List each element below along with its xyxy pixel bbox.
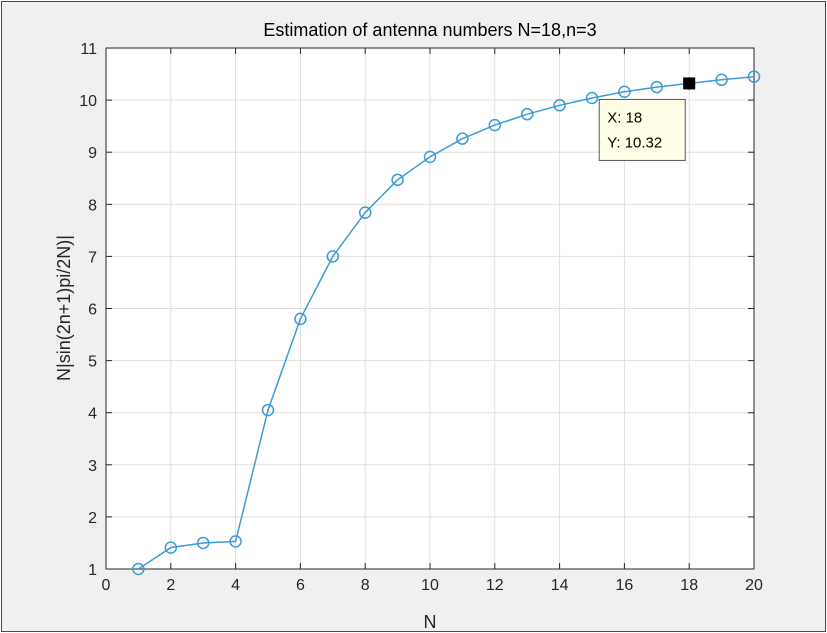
x-tick-label: 4 (231, 577, 240, 594)
y-tick-label: 1 (88, 562, 97, 579)
x-tick-label: 14 (551, 577, 569, 594)
data-point-marker (229, 535, 242, 548)
data-point-marker (585, 91, 599, 105)
data-point-marker (391, 173, 404, 187)
datatip-x-text: X: 18 (607, 109, 642, 126)
y-tick-label: 7 (88, 249, 97, 266)
datatip-box (598, 98, 686, 161)
data-point-marker (715, 73, 728, 87)
y-tick-label: 10 (79, 93, 97, 110)
y-axis-label: N|sin(2n+1)pi/2N)| (54, 235, 74, 381)
datatip[interactable]: X: 18 Y: 10.32 (598, 77, 696, 161)
data-point-marker (618, 85, 631, 99)
x-tick-label: 2 (166, 577, 175, 594)
data-point-marker (326, 250, 340, 263)
y-tick-label: 5 (88, 354, 97, 371)
x-tick-label: 6 (296, 577, 305, 594)
x-tick-label: 16 (616, 577, 634, 594)
x-tick-label: 20 (745, 577, 763, 594)
data-point-marker (261, 403, 275, 417)
x-tick-label: 10 (421, 577, 439, 594)
chart-title: Estimation of antenna numbers N=18,n=3 (263, 20, 596, 40)
x-axis-label: N (424, 612, 437, 631)
data-point-marker (294, 312, 307, 326)
data-point-marker (132, 562, 145, 576)
datatip-marker (683, 77, 696, 90)
y-tick-label: 2 (88, 510, 97, 527)
y-tick-label: 9 (88, 145, 97, 162)
data-point-marker (196, 536, 210, 550)
datatip-y-text: Y: 10.32 (607, 134, 662, 151)
y-tick-label: 8 (88, 197, 97, 214)
data-point-marker (456, 132, 469, 145)
data-point-marker (650, 80, 664, 94)
x-tick-labels: 0 2 4 6 8 10 12 14 16 18 20 (102, 577, 763, 594)
y-tick-labels: 1 2 3 4 5 6 7 8 9 10 11 (79, 41, 97, 579)
y-tick-label: 3 (88, 458, 97, 475)
data-point-marker (423, 150, 437, 164)
data-point-marker (488, 118, 502, 132)
y-tick-label: 6 (88, 302, 97, 319)
x-tick-label: 8 (361, 577, 370, 594)
y-tick-label: 11 (80, 41, 97, 58)
x-tick-label: 12 (486, 577, 504, 594)
axes-box (105, 47, 755, 570)
data-point-marker (553, 99, 566, 112)
x-tick-label: 18 (680, 577, 698, 594)
data-point-marker (520, 107, 534, 121)
data-point-marker (747, 70, 761, 83)
y-tick-label: 4 (88, 406, 97, 423)
x-tick-label: 0 (102, 577, 111, 594)
data-point-marker (358, 206, 372, 219)
data-point-marker (164, 541, 178, 554)
